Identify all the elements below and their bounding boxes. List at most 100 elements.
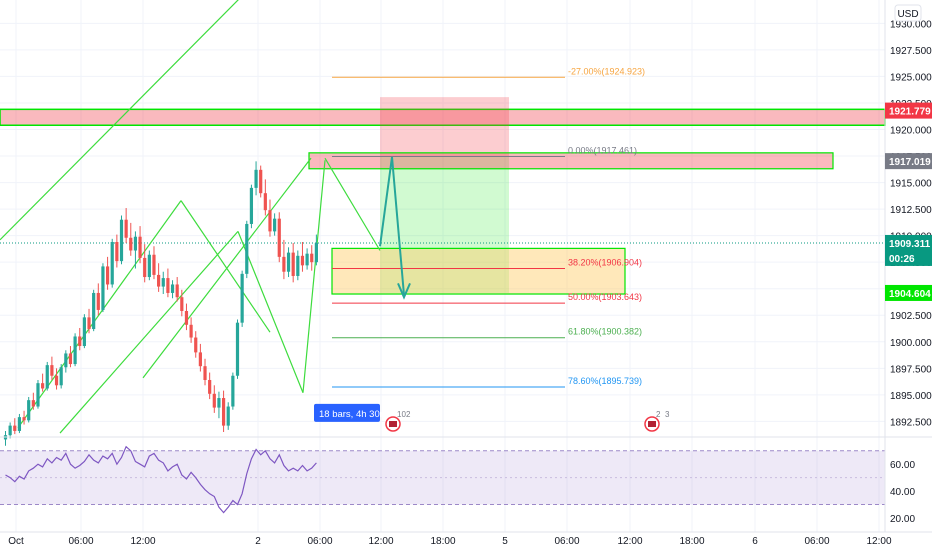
time-axis[interactable]: Oct 06:00 12:00 2 06:00 12:00 18:00 5 06:00 12:00…: [8, 536, 892, 547]
candle-body: [291, 252, 295, 276]
candle-body: [64, 353, 68, 368]
candle-body: [305, 253, 309, 266]
candle-body: [22, 417, 26, 421]
price-axis[interactable]: 1892.500 1895.000 1897.500 1900.000 1902.500…: [885, 19, 932, 428]
rsi-tick-label: 40.00: [890, 487, 915, 498]
candle-body: [119, 219, 124, 262]
rsi-line: [5, 445, 317, 514]
candle-body: [282, 256, 286, 272]
bars-range-label: 18 bars, 4h 30m: [319, 409, 388, 420]
candle-body: [133, 236, 138, 251]
candle-body: [221, 398, 226, 426]
candle-body: [110, 242, 114, 285]
candle-body: [166, 278, 170, 293]
candle-body: [175, 284, 179, 298]
event-count: 2: [656, 410, 661, 419]
currency-button[interactable]: USD: [894, 4, 922, 22]
time-tick-label: 18:00: [430, 536, 455, 547]
rsi-pane: [0, 436, 932, 514]
candle-body: [31, 400, 35, 407]
candle-body: [249, 187, 254, 224]
rsi-tick-label: 60.00: [890, 460, 915, 471]
candle-body: [268, 210, 272, 232]
event-count: 10: [397, 410, 406, 419]
price-tick-label: 1900.000: [890, 338, 932, 349]
candle-body: [161, 278, 165, 287]
candle-body: [129, 237, 133, 251]
flag-icon: [648, 421, 656, 427]
demand-zone: [331, 247, 626, 295]
time-tick-label: 5: [502, 536, 508, 547]
rsi-axis: 60.00 40.00 20.00: [890, 460, 915, 525]
candle-body: [259, 169, 263, 194]
fib-level-label: 61.80%(1900.382): [568, 327, 642, 337]
candle-body: [212, 393, 216, 408]
candle-body: [231, 375, 235, 407]
candle-body: [310, 253, 314, 263]
candle-body: [263, 193, 267, 211]
candle-body: [101, 266, 105, 310]
time-tick-label: 06:00: [307, 536, 332, 547]
channel-line: [59, 230, 239, 434]
channel-line: [180, 200, 271, 333]
time-tick-label: 06:00: [554, 536, 579, 547]
candle-body: [138, 236, 142, 258]
time-tick-label: 12:00: [130, 536, 155, 547]
candle-body: [245, 223, 249, 274]
candle-body: [180, 297, 184, 311]
price-tag-label: 1921.779: [889, 107, 931, 118]
price-tag-label: 1909.311: [889, 239, 931, 250]
fib-level-label: 0.00%(1917.461): [568, 145, 637, 155]
time-tick-label: 12:00: [368, 536, 393, 547]
candle-body: [189, 324, 193, 338]
time-tick-label: Oct: [8, 536, 24, 547]
candle-body: [217, 398, 221, 408]
price-tag: [885, 153, 932, 170]
candlestick-series: [3, 161, 318, 446]
time-tick-label: 12:00: [617, 536, 642, 547]
fib-level-label: 38.20%(1906.904): [568, 258, 642, 268]
candle-body: [105, 266, 110, 285]
candle-body: [115, 242, 119, 262]
price-tag: [885, 102, 932, 119]
candle-body: [73, 336, 77, 365]
candle-body: [92, 292, 96, 330]
candle-body: [82, 317, 86, 347]
price-tag: [885, 284, 932, 301]
candle-body: [203, 366, 207, 380]
price-tick-label: 1915.000: [890, 179, 932, 190]
price-tag: [885, 249, 932, 266]
fib-level-label: 78.60%(1895.739): [568, 376, 642, 386]
event-count-secondary: 3: [665, 410, 670, 419]
price-tick-label: 1895.000: [890, 391, 932, 402]
candle-body: [36, 383, 40, 407]
candle-body: [314, 243, 318, 263]
channel-line: [302, 160, 326, 393]
currency-label: USD: [897, 9, 918, 20]
price-tick-label: 1925.000: [890, 72, 932, 83]
candle-body: [208, 379, 212, 394]
annotation-layer: 18 bars, 4h 30m 10 2 2 3: [314, 156, 670, 432]
candle-body: [273, 218, 277, 232]
candle-body: [300, 255, 305, 266]
candle-body: [50, 365, 54, 376]
candle-body: [68, 353, 73, 365]
candle-body: [17, 417, 22, 431]
channel-line: [0, 0, 239, 241]
candle-body: [59, 367, 63, 386]
price-tag-label: 1917.019: [889, 157, 931, 168]
event-flag-icon[interactable]: 10 2: [385, 410, 411, 432]
candle-body: [87, 317, 91, 330]
fib-level-label: -27.00%(1924.923): [568, 66, 645, 76]
price-tick-label: 1930.000: [890, 19, 932, 30]
candle-body: [184, 310, 189, 325]
rsi-tick-label: 20.00: [890, 514, 915, 525]
time-tick-label: 12:00: [866, 536, 891, 547]
channel-line: [17, 200, 182, 429]
candle-body: [27, 400, 31, 421]
channel-line: [237, 231, 304, 393]
candle-body: [254, 169, 258, 188]
